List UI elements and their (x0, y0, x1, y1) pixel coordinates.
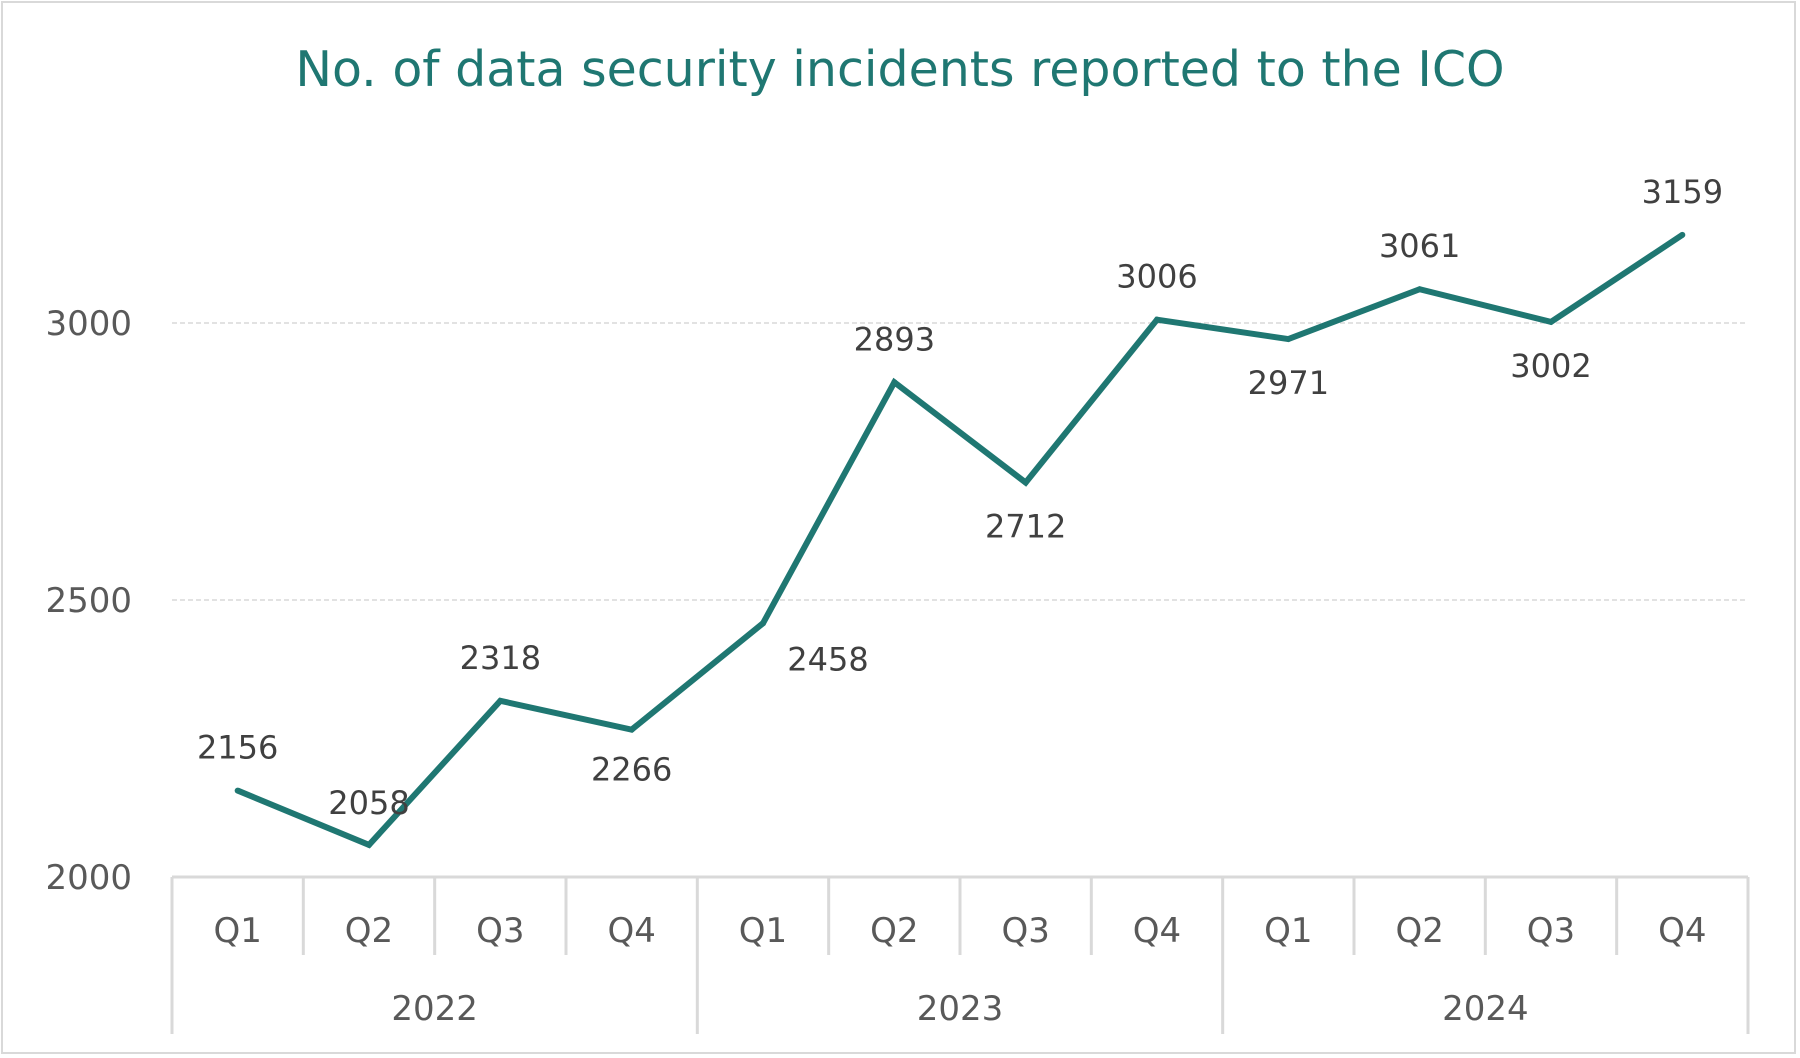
data-point (1416, 286, 1423, 293)
data-point (1022, 479, 1029, 486)
x-tick-label: Q3 (1001, 911, 1049, 951)
x-tick-label: Q1 (739, 911, 787, 951)
x-tick-label: Q3 (476, 911, 524, 951)
data-label: 2458 (787, 640, 868, 678)
x-tick-label: Q4 (607, 911, 655, 951)
x-tick-label: Q1 (213, 911, 261, 951)
data-label: 2156 (197, 729, 278, 767)
x-tick-label: Q3 (1527, 911, 1575, 951)
data-label: 3002 (1510, 347, 1591, 385)
data-point (891, 379, 898, 386)
x-tick-label: Q4 (1133, 911, 1181, 951)
x-tick-label: Q2 (1395, 911, 1443, 951)
x-group-label: 2023 (917, 989, 1004, 1029)
data-label: 2893 (854, 320, 935, 358)
y-tick-label: 2500 (45, 581, 132, 621)
data-point (1154, 316, 1160, 323)
data-label: 2318 (460, 639, 541, 677)
data-point (366, 841, 372, 848)
x-tick-label: Q1 (1264, 911, 1312, 951)
series-line (236, 232, 1684, 849)
data-label: 2058 (328, 784, 409, 822)
data-label: 2971 (1248, 364, 1329, 402)
chart-title: No. of data security incidents reported … (295, 41, 1504, 98)
data-point (1679, 231, 1686, 238)
data-point (234, 787, 241, 794)
x-tick-label: Q4 (1658, 911, 1706, 951)
data-point (760, 620, 766, 627)
x-group-label: 2022 (391, 989, 478, 1029)
y-tick-label: 2000 (45, 858, 132, 898)
data-label: 2712 (985, 508, 1066, 546)
data-point (1548, 318, 1554, 325)
y-tick-label: 3000 (45, 304, 132, 344)
x-group-label: 2024 (1442, 989, 1529, 1029)
data-point (497, 697, 504, 704)
data-point (628, 726, 635, 733)
data-label: 2266 (591, 751, 672, 789)
data-label: 3006 (1116, 258, 1197, 296)
data-label: 3159 (1642, 173, 1723, 211)
data-label: 3061 (1379, 227, 1460, 265)
x-tick-label: Q2 (345, 911, 393, 951)
data-point (1285, 336, 1292, 343)
x-tick-label: Q2 (870, 911, 918, 951)
